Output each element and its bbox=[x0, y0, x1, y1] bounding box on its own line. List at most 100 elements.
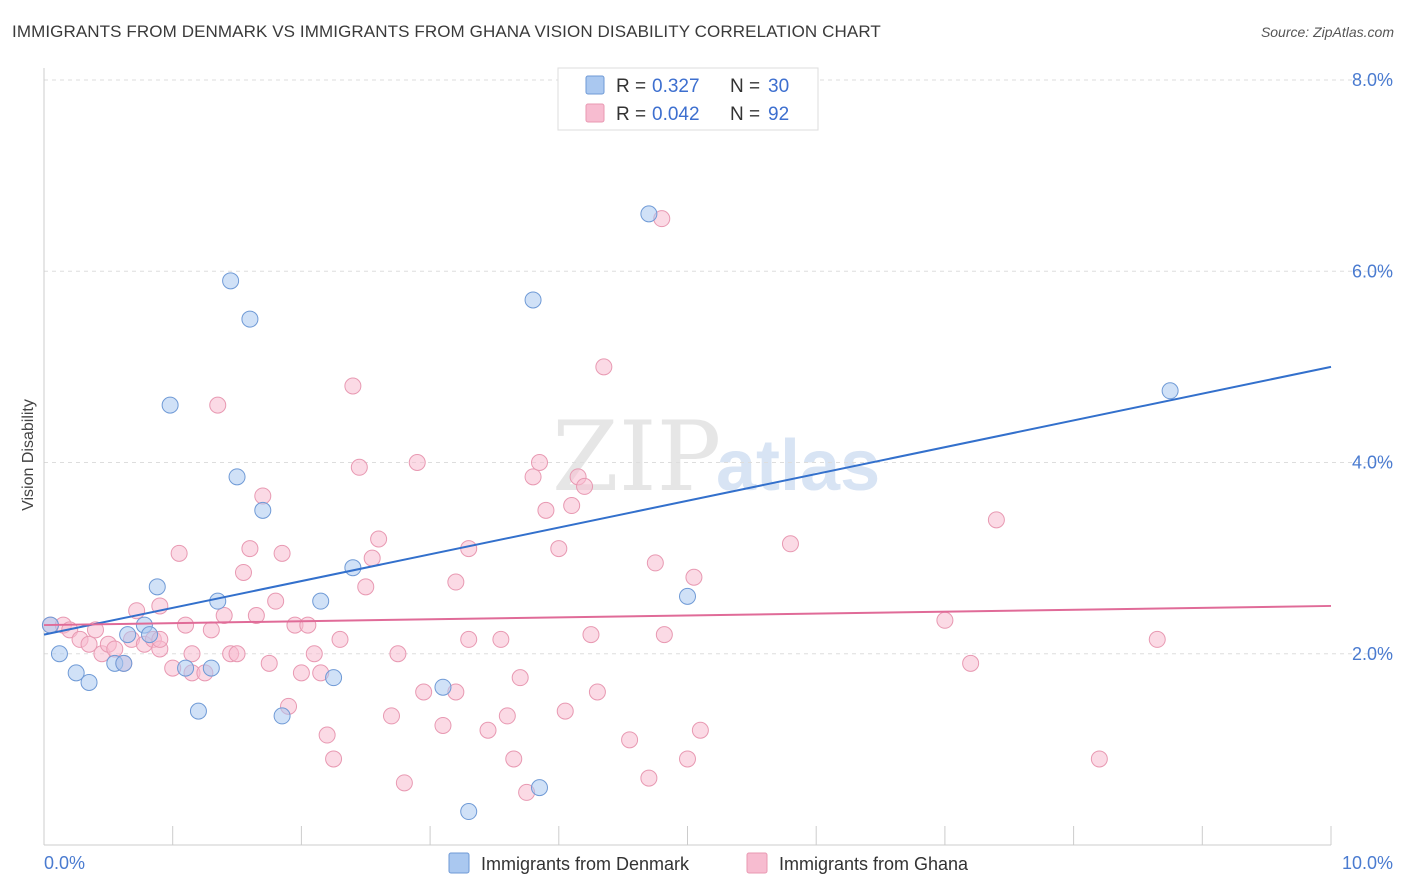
denmark-point-8 bbox=[141, 626, 159, 644]
denmark-point-13 bbox=[202, 659, 220, 677]
denmark-point-3 bbox=[80, 673, 98, 691]
ghana-point-60 bbox=[492, 630, 510, 648]
ghana-point-63 bbox=[511, 669, 529, 687]
ghana-point-76 bbox=[621, 731, 639, 749]
y-tick-label-2: 6.0% bbox=[1352, 261, 1393, 281]
ghana-point-31 bbox=[254, 487, 272, 505]
x-tick-label-min: 0.0% bbox=[44, 853, 85, 873]
bottom-legend-label-denmark: Immigrants from Denmark bbox=[481, 854, 690, 874]
ghana-point-44 bbox=[344, 377, 362, 395]
ghana-point-43 bbox=[331, 630, 349, 648]
ghana-point-58 bbox=[460, 630, 478, 648]
ghana-point-46 bbox=[357, 578, 375, 596]
ghana-point-85 bbox=[936, 611, 954, 629]
denmark-point-16 bbox=[228, 468, 246, 486]
ghana-point-18 bbox=[170, 544, 188, 562]
ghana-point-80 bbox=[655, 626, 673, 644]
ghana-point-70 bbox=[563, 497, 581, 515]
ghana-point-62 bbox=[505, 750, 523, 768]
ghana-point-78 bbox=[646, 554, 664, 572]
legend-swatch-ghana bbox=[585, 103, 605, 123]
ghana-point-81 bbox=[679, 750, 696, 768]
ghana-point-42 bbox=[325, 750, 343, 768]
y-tick-label-1: 4.0% bbox=[1352, 453, 1393, 473]
ghana-point-74 bbox=[588, 683, 606, 701]
ghana-point-59 bbox=[479, 721, 497, 739]
denmark-point-17 bbox=[241, 310, 259, 328]
ghana-point-53 bbox=[415, 683, 433, 701]
ghana-point-57 bbox=[460, 540, 478, 558]
denmark-point-6 bbox=[119, 626, 137, 644]
ghana-point-27 bbox=[228, 645, 246, 663]
ghana-point-47 bbox=[363, 549, 381, 567]
denmark-point-1 bbox=[50, 645, 68, 663]
ghana-point-30 bbox=[247, 607, 265, 624]
ghana-point-21 bbox=[183, 645, 201, 663]
denmark-point-18 bbox=[254, 501, 272, 519]
denmark-point-19 bbox=[273, 707, 291, 725]
denmark-points bbox=[41, 205, 1179, 821]
ghana-point-28 bbox=[234, 563, 252, 581]
ghana-point-52 bbox=[408, 454, 426, 471]
y-tick-label-0: 2.0% bbox=[1352, 644, 1393, 664]
ghana-point-68 bbox=[550, 540, 568, 558]
legend-n-label-denmark: N = bbox=[730, 76, 760, 97]
ghana-point-41 bbox=[318, 726, 336, 744]
series-legend: Immigrants from Denmark Immigrants from … bbox=[448, 852, 969, 874]
legend-r-label-denmark: R = bbox=[616, 76, 646, 97]
ghana-point-23 bbox=[202, 621, 220, 639]
ghana-point-49 bbox=[382, 707, 400, 725]
x-tick-marks bbox=[43, 826, 1332, 845]
legend-r-value-denmark: 0.327 bbox=[652, 76, 700, 97]
y-axis-label: Vision Disability bbox=[20, 399, 37, 511]
denmark-point-27 bbox=[640, 205, 658, 223]
denmark-point-5 bbox=[115, 654, 133, 672]
bottom-legend-swatch-ghana bbox=[746, 852, 768, 874]
ghana-point-29 bbox=[241, 540, 259, 558]
ghana-point-34 bbox=[273, 544, 291, 562]
denmark-point-2 bbox=[67, 664, 85, 682]
denmark-point-20 bbox=[312, 592, 330, 610]
ghana-point-37 bbox=[292, 664, 310, 682]
y-tick-label-3: 8.0% bbox=[1352, 70, 1393, 90]
denmark-point-24 bbox=[460, 803, 478, 821]
ghana-point-19 bbox=[177, 616, 195, 634]
ghana-point-38 bbox=[299, 616, 317, 634]
denmark-trend-line bbox=[43, 365, 1332, 636]
ghana-point-77 bbox=[640, 769, 658, 787]
ghana-point-89 bbox=[1148, 630, 1166, 648]
ghana-point-66 bbox=[530, 454, 548, 471]
ghana-point-51 bbox=[395, 774, 413, 792]
ghana-point-8 bbox=[106, 640, 124, 658]
ghana-point-83 bbox=[691, 721, 709, 739]
ghana-point-33 bbox=[267, 592, 285, 610]
source-label: Source: ZipAtlas.com bbox=[1260, 24, 1394, 40]
denmark-point-11 bbox=[177, 659, 195, 677]
ghana-point-65 bbox=[524, 468, 542, 486]
ghana-point-87 bbox=[987, 511, 1005, 529]
ghana-point-67 bbox=[537, 501, 555, 519]
denmark-point-28 bbox=[679, 587, 696, 605]
ghana-point-39 bbox=[305, 645, 323, 663]
ghana-point-24 bbox=[209, 396, 227, 414]
chart-title: IMMIGRANTS FROM DENMARK VS IMMIGRANTS FR… bbox=[12, 22, 881, 41]
ghana-point-84 bbox=[781, 535, 799, 553]
denmark-point-25 bbox=[524, 291, 542, 309]
denmark-point-26 bbox=[530, 779, 548, 797]
ghana-point-86 bbox=[962, 654, 980, 672]
ghana-point-75 bbox=[595, 358, 613, 376]
ghana-point-73 bbox=[582, 626, 600, 644]
ghana-point-69 bbox=[556, 702, 574, 720]
legend-n-value-ghana: 92 bbox=[768, 104, 789, 125]
ghana-trend-line bbox=[43, 604, 1332, 627]
denmark-point-23 bbox=[434, 678, 452, 696]
ghana-point-82 bbox=[685, 568, 703, 586]
ghana-point-4 bbox=[80, 635, 98, 653]
bottom-legend-swatch-denmark bbox=[448, 852, 470, 874]
denmark-point-14 bbox=[209, 592, 227, 610]
denmark-point-15 bbox=[222, 272, 240, 290]
legend-r-label-ghana: R = bbox=[616, 104, 646, 125]
legend-n-value-denmark: 30 bbox=[768, 76, 789, 97]
ghana-point-55 bbox=[447, 573, 465, 591]
